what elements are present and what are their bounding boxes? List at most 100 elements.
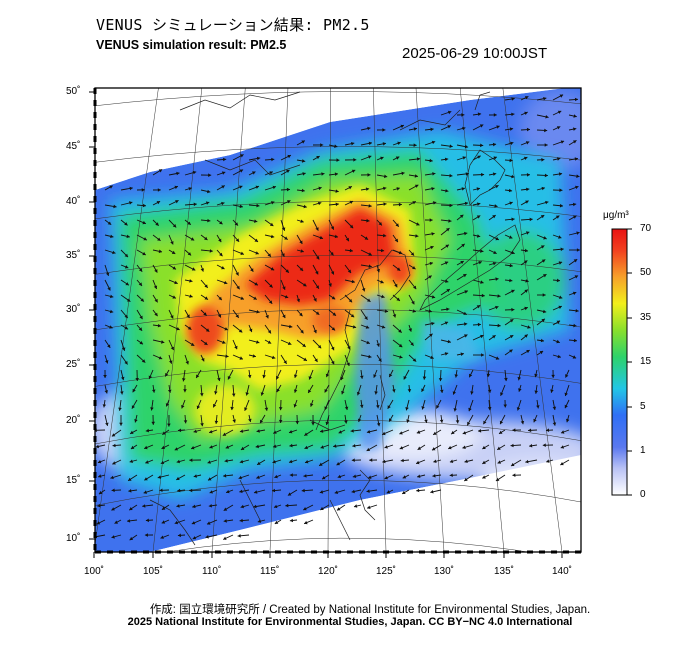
wind-arrow: [248, 339, 260, 344]
wind-arrow: [350, 429, 362, 433]
wind-arrow: [136, 203, 147, 208]
wind-arrow: [272, 444, 282, 448]
wind-arrow: [463, 474, 474, 482]
wind-arrow: [440, 144, 453, 148]
wind-arrow: [144, 474, 154, 481]
wind-arrow: [551, 369, 555, 378]
wind-arrow: [145, 518, 154, 523]
wind-arrow: [184, 324, 192, 330]
wind-arrow: [325, 414, 330, 426]
wind-arrow: [152, 309, 158, 317]
wind-arrow: [312, 339, 322, 349]
wind-arrow: [244, 399, 250, 411]
wind-arrow: [264, 264, 275, 271]
wind-arrow: [320, 444, 330, 449]
wind-arrow: [376, 264, 380, 273]
colorbar-unit: μg/m³: [603, 210, 629, 221]
wind-arrow: [416, 474, 426, 478]
wind-arrow: [224, 459, 234, 463]
wind-arrow: [392, 279, 398, 288]
wind-arrow: [200, 279, 209, 289]
wind-arrow: [312, 155, 320, 161]
wind-arrow: [440, 352, 449, 356]
wind-arrow: [104, 279, 111, 291]
wind-arrow: [565, 369, 570, 378]
wind-arrow: [274, 519, 282, 525]
wind-arrow: [525, 459, 538, 464]
concentration-field: [95, 88, 581, 552]
wind-arrow: [248, 234, 259, 243]
wind-arrow: [114, 519, 122, 524]
wind-arrow: [168, 185, 179, 191]
wind-arrow: [152, 384, 156, 393]
wind-arrow: [200, 234, 208, 241]
wind-arrow: [542, 443, 554, 447]
wind-arrow: [552, 354, 562, 359]
wind-arrow: [453, 399, 458, 412]
wind-arrow: [482, 459, 490, 465]
wind-arrow: [207, 459, 218, 464]
wind-arrow: [384, 444, 394, 449]
colorbar-tick-label: 15: [640, 356, 652, 367]
wind-arrow: [552, 126, 561, 131]
wind-arrow: [208, 504, 218, 508]
wind-arrow: [401, 489, 410, 495]
wind-arrow: [568, 157, 578, 161]
wind-arrow: [552, 110, 562, 116]
latitude-label: 20˚: [66, 415, 81, 426]
wind-arrow: [182, 369, 186, 382]
wind-arrow: [257, 519, 266, 523]
wind-arrow: [520, 156, 528, 161]
wind-arrow: [488, 125, 500, 131]
wind-arrow: [248, 324, 253, 333]
colorbar-tick-label: 35: [640, 312, 652, 323]
wind-arrow: [104, 219, 112, 226]
wind-arrow: [552, 305, 563, 311]
wind-arrow: [152, 354, 163, 360]
wind-arrow: [534, 384, 538, 394]
wind-arrow: [344, 142, 355, 146]
wind-arrow: [360, 249, 372, 256]
wind-arrow: [488, 142, 497, 147]
wind-arrow: [472, 124, 484, 131]
wind-arrow: [296, 279, 307, 287]
colorbar-tick-label: 0: [640, 489, 646, 500]
wind-arrow: [416, 429, 426, 434]
wind-arrow: [304, 429, 314, 436]
wind-arrow: [150, 399, 154, 411]
wind-arrow: [376, 294, 385, 299]
wind-arrow: [373, 369, 378, 378]
wind-arrow: [216, 264, 225, 270]
wind-arrow: [230, 399, 234, 411]
wind-arrow: [136, 294, 145, 302]
wind-arrow: [440, 288, 451, 296]
wind-arrow: [351, 458, 362, 462]
wind-arrow: [152, 264, 158, 273]
wind-arrow: [142, 504, 154, 508]
wind-arrow: [440, 261, 449, 266]
wind-arrow: [456, 214, 464, 221]
wind-arrow: [296, 172, 306, 176]
wind-arrow: [376, 339, 380, 347]
wind-arrow: [456, 322, 468, 326]
wind-arrow: [488, 262, 497, 266]
wind-arrow: [384, 474, 394, 480]
wind-arrow: [280, 294, 289, 299]
wind-arrow: [360, 294, 371, 303]
wind-arrow: [120, 234, 130, 239]
wind-arrow: [504, 349, 513, 356]
wind-arrow: [568, 291, 577, 296]
wind-arrow: [344, 414, 348, 424]
wind-arrow: [216, 294, 223, 301]
wind-arrow: [430, 489, 442, 494]
wind-arrow: [568, 354, 577, 359]
wind-arrow: [376, 399, 380, 409]
wind-arrow: [111, 488, 122, 493]
wind-arrow: [104, 249, 116, 255]
wind-arrow: [392, 219, 400, 227]
wind-arrow: [456, 231, 468, 236]
wind-arrow: [552, 172, 563, 176]
wind-arrow: [552, 94, 564, 101]
wind-arrow: [408, 294, 415, 305]
wind-arrow: [376, 248, 385, 253]
